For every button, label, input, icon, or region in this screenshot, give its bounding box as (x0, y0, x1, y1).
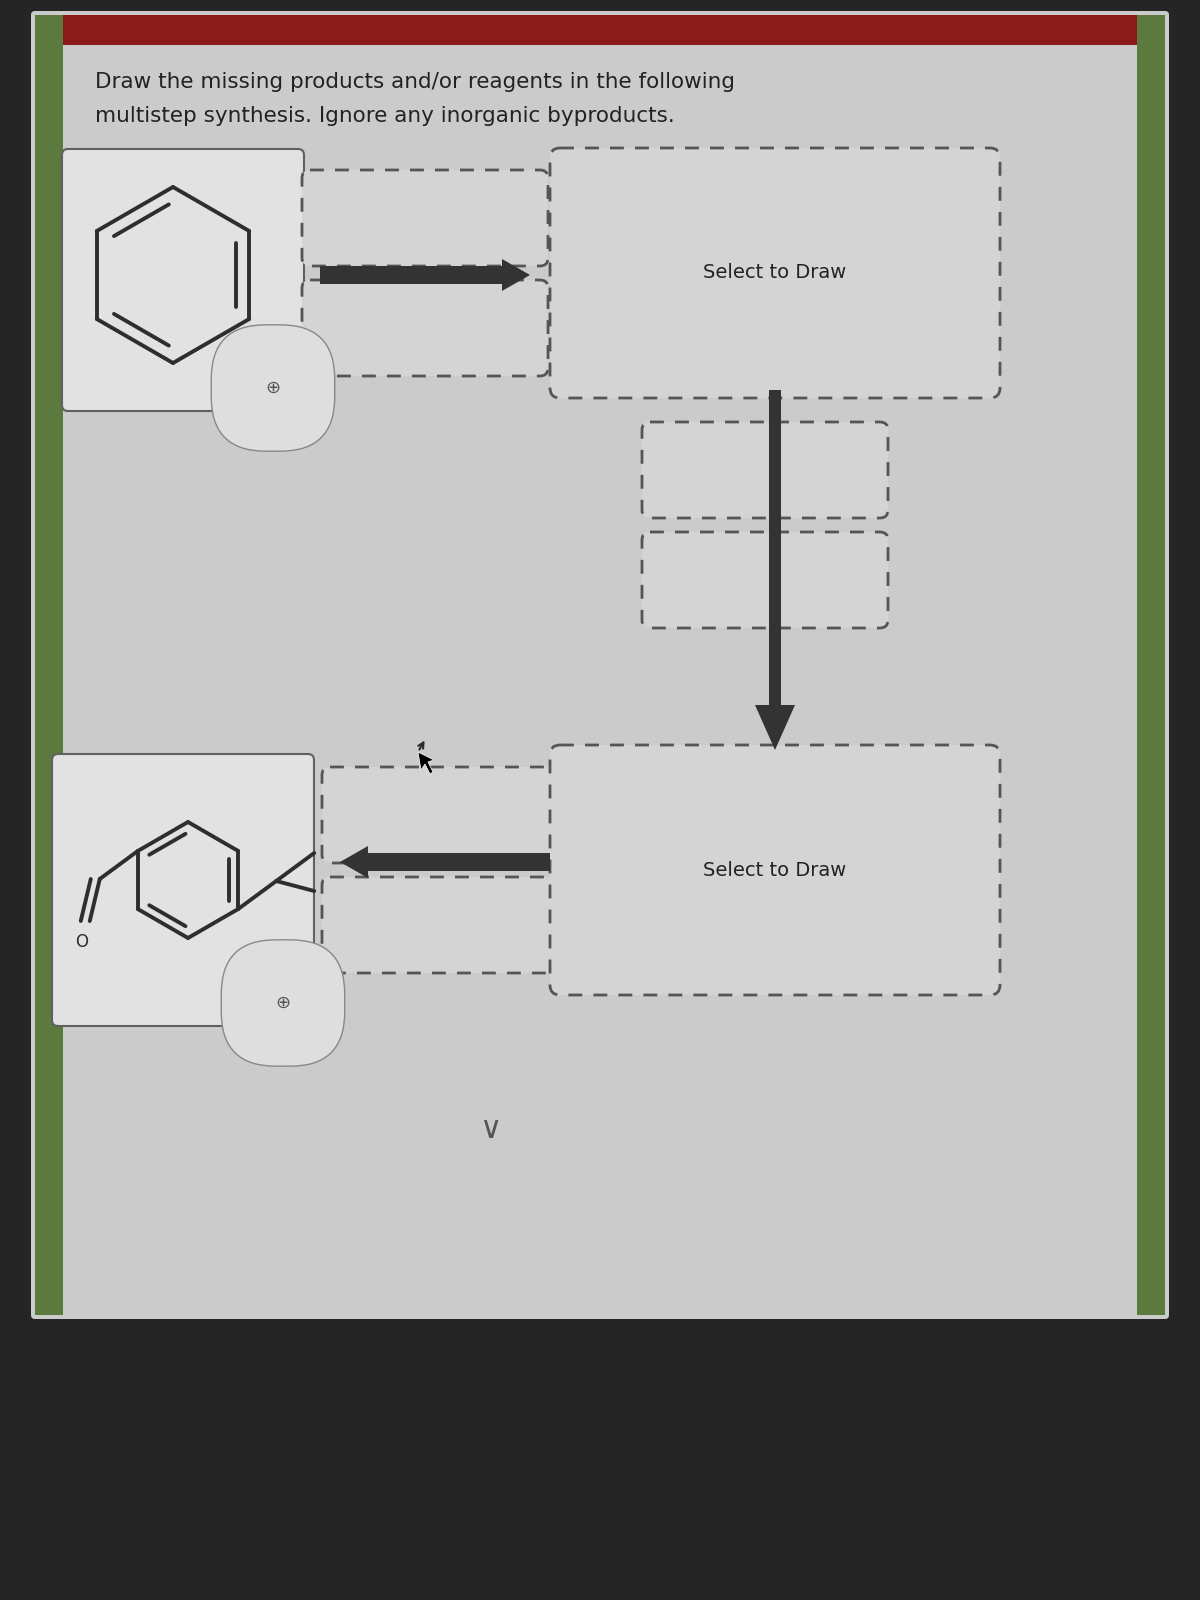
FancyBboxPatch shape (31, 11, 1169, 1318)
FancyBboxPatch shape (62, 149, 304, 411)
Bar (1138, 14, 1165, 1315)
FancyArrow shape (755, 390, 796, 750)
Text: O: O (76, 933, 89, 950)
Text: ⊕: ⊕ (265, 379, 281, 397)
Polygon shape (418, 752, 434, 774)
FancyBboxPatch shape (302, 280, 548, 376)
FancyBboxPatch shape (322, 877, 568, 973)
FancyBboxPatch shape (52, 754, 314, 1026)
FancyBboxPatch shape (322, 766, 568, 862)
FancyBboxPatch shape (550, 746, 1000, 995)
Bar (35, 14, 64, 1315)
FancyBboxPatch shape (642, 422, 888, 518)
Text: ⊕: ⊕ (276, 994, 290, 1013)
Text: multistep synthesis. Ignore any inorganic byproducts.: multistep synthesis. Ignore any inorgani… (95, 106, 674, 126)
FancyBboxPatch shape (302, 170, 548, 266)
FancyBboxPatch shape (642, 531, 888, 627)
Text: Draw the missing products and/or reagents in the following: Draw the missing products and/or reagent… (95, 72, 734, 91)
Bar (35, 14, 1165, 45)
Text: ∨: ∨ (479, 1115, 502, 1144)
Text: Select to Draw: Select to Draw (703, 264, 847, 283)
FancyArrow shape (340, 846, 550, 878)
FancyBboxPatch shape (550, 149, 1000, 398)
FancyArrow shape (320, 259, 530, 291)
Text: Select to Draw: Select to Draw (703, 861, 847, 880)
